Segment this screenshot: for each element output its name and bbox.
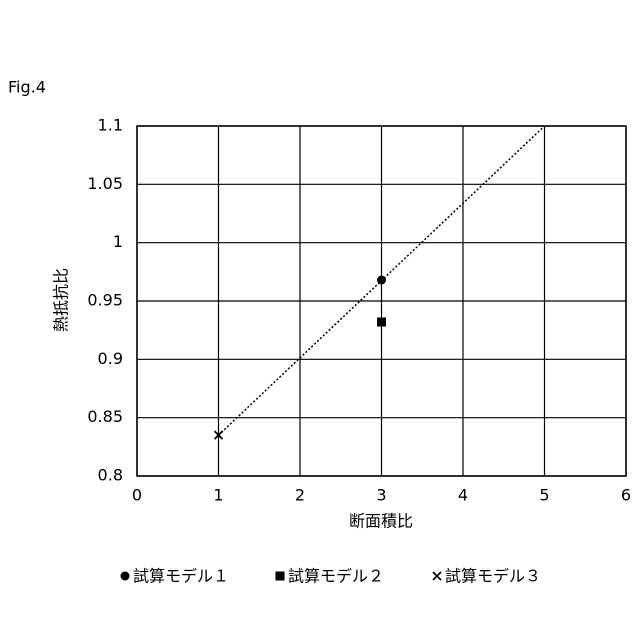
legend-label: 試算モデル１ (133, 567, 229, 586)
legend-label: 試算モデル２ (288, 567, 384, 586)
y-tick-label: 1 (113, 232, 123, 251)
x-tick-label: 2 (295, 486, 305, 505)
legend-marker (276, 572, 285, 581)
x-tick-label: 3 (376, 486, 386, 505)
y-axis-label: 熱抵抗比 (52, 268, 71, 332)
y-tick-label: 1.05 (87, 174, 123, 193)
x-tick-label: 6 (621, 486, 631, 505)
legend-marker (433, 572, 441, 580)
x-tick-label: 0 (132, 486, 142, 505)
x-axis-label: 断面積比 (349, 512, 413, 531)
y-tick-label: 1.1 (98, 116, 123, 135)
data-point (377, 276, 386, 285)
x-tick-label: 5 (539, 486, 549, 505)
x-tick-label: 4 (458, 486, 468, 505)
figure-label: Fig.4 (8, 78, 46, 97)
y-tick-label: 0.9 (98, 349, 123, 368)
y-tick-label: 0.85 (87, 407, 123, 426)
x-tick-label: 1 (213, 486, 223, 505)
legend-marker (121, 572, 130, 581)
data-point (377, 318, 386, 327)
y-tick-label: 0.95 (87, 291, 123, 310)
legend-label: 試算モデル３ (445, 567, 541, 586)
y-tick-label: 0.8 (98, 466, 123, 485)
